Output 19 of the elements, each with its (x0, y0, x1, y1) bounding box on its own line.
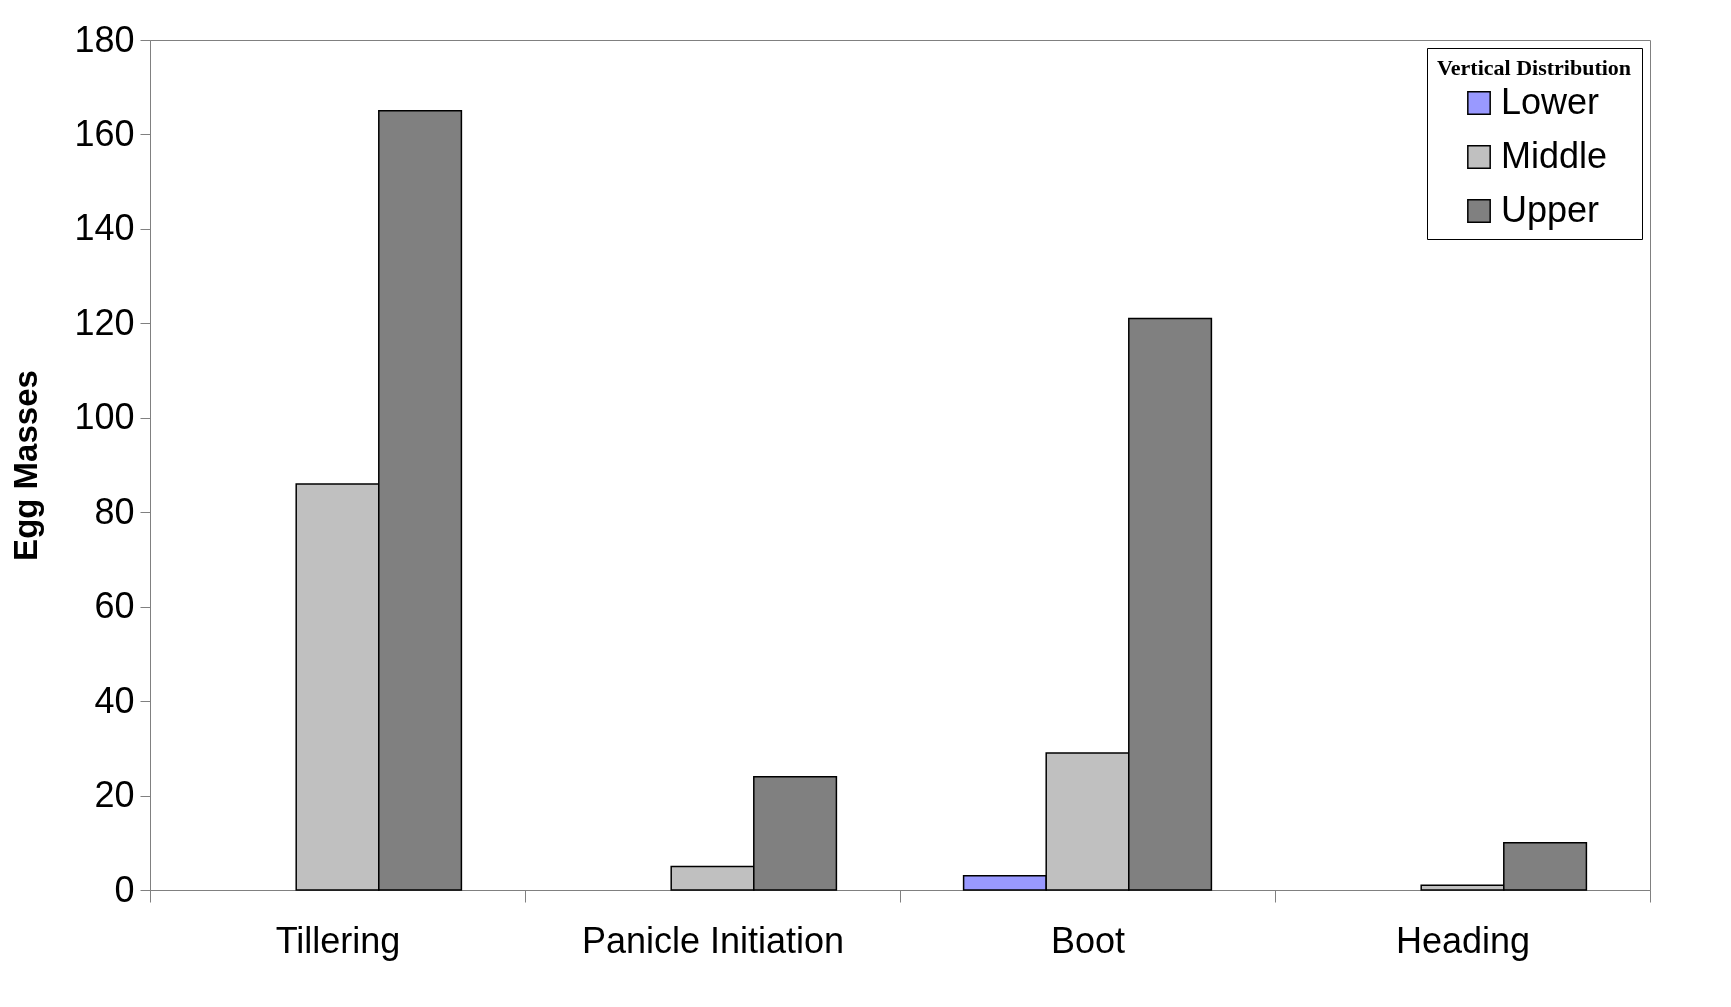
y-tick-label: 120 (74, 301, 135, 343)
y-tick-label: 20 (94, 774, 135, 816)
y-axis-title: Egg Masses (7, 370, 45, 561)
y-tick-label: 80 (94, 490, 135, 532)
y-tick-label: 180 (74, 18, 135, 60)
y-tick-label: 60 (94, 585, 135, 627)
legend-label: Lower (1501, 81, 1600, 122)
y-tick-label: 100 (74, 396, 135, 438)
legend-label: Upper (1501, 189, 1600, 230)
legend-label: Middle (1501, 135, 1608, 176)
legend-title: Vertical Distribution (1436, 55, 1632, 80)
x-tick-label: Panicle Initiation (581, 919, 845, 961)
y-tick-label: 0 (114, 868, 135, 910)
x-tick-label: Tillering (275, 919, 401, 961)
y-tick-label: 40 (94, 679, 135, 721)
y-tick-label: 160 (74, 112, 135, 154)
y-tick-label: 140 (74, 207, 135, 249)
x-tick-label: Boot (1050, 919, 1126, 961)
x-tick-label: Heading (1395, 919, 1531, 961)
